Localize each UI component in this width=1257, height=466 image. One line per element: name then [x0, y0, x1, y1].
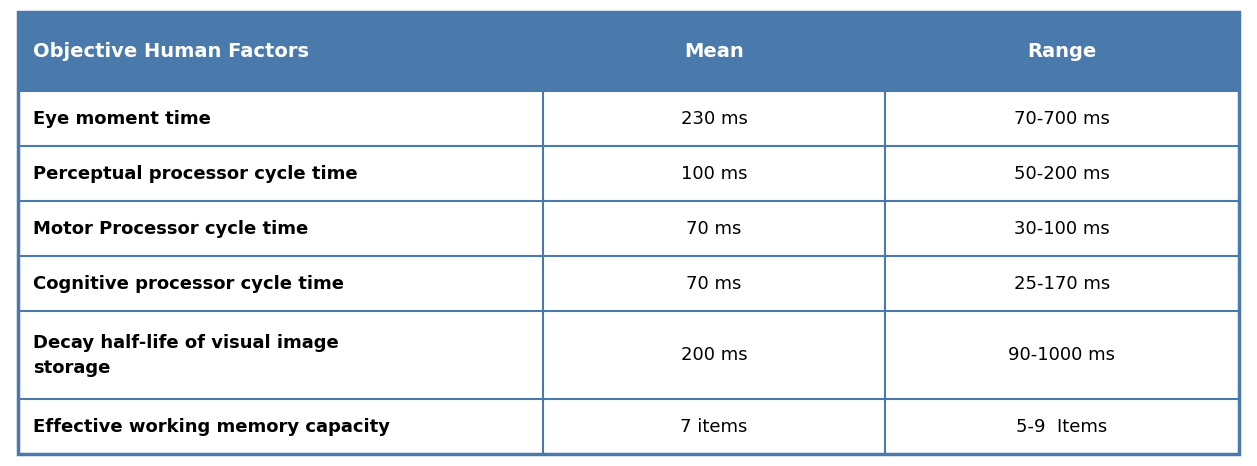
Bar	[18, 201, 1239, 256]
Text: 100 ms: 100 ms	[681, 164, 747, 183]
Text: Mean: Mean	[684, 42, 744, 61]
Text: Cognitive processor cycle time: Cognitive processor cycle time	[33, 274, 344, 293]
Text: 25-170 ms: 25-170 ms	[1014, 274, 1110, 293]
Bar	[18, 256, 1239, 311]
Text: 7 items: 7 items	[680, 418, 748, 436]
Text: 70 ms: 70 ms	[686, 274, 742, 293]
Text: 200 ms: 200 ms	[680, 346, 747, 364]
Bar	[18, 91, 1239, 146]
Text: 230 ms: 230 ms	[680, 110, 748, 128]
Text: 70-700 ms: 70-700 ms	[1014, 110, 1110, 128]
Bar	[18, 146, 1239, 201]
Text: Objective Human Factors: Objective Human Factors	[33, 42, 309, 61]
Text: 90-1000 ms: 90-1000 ms	[1008, 346, 1115, 364]
Text: Perceptual processor cycle time: Perceptual processor cycle time	[33, 164, 358, 183]
Bar	[18, 12, 1239, 91]
Text: Range: Range	[1027, 42, 1096, 61]
Bar	[18, 399, 1239, 454]
Bar	[18, 311, 1239, 399]
Text: Eye moment time: Eye moment time	[33, 110, 211, 128]
Text: 5-9  Items: 5-9 Items	[1017, 418, 1107, 436]
Text: Decay half-life of visual image
storage: Decay half-life of visual image storage	[33, 334, 338, 377]
Text: 70 ms: 70 ms	[686, 219, 742, 238]
Text: Motor Processor cycle time: Motor Processor cycle time	[33, 219, 308, 238]
Text: 30-100 ms: 30-100 ms	[1014, 219, 1110, 238]
Text: Effective working memory capacity: Effective working memory capacity	[33, 418, 390, 436]
Text: 50-200 ms: 50-200 ms	[1014, 164, 1110, 183]
